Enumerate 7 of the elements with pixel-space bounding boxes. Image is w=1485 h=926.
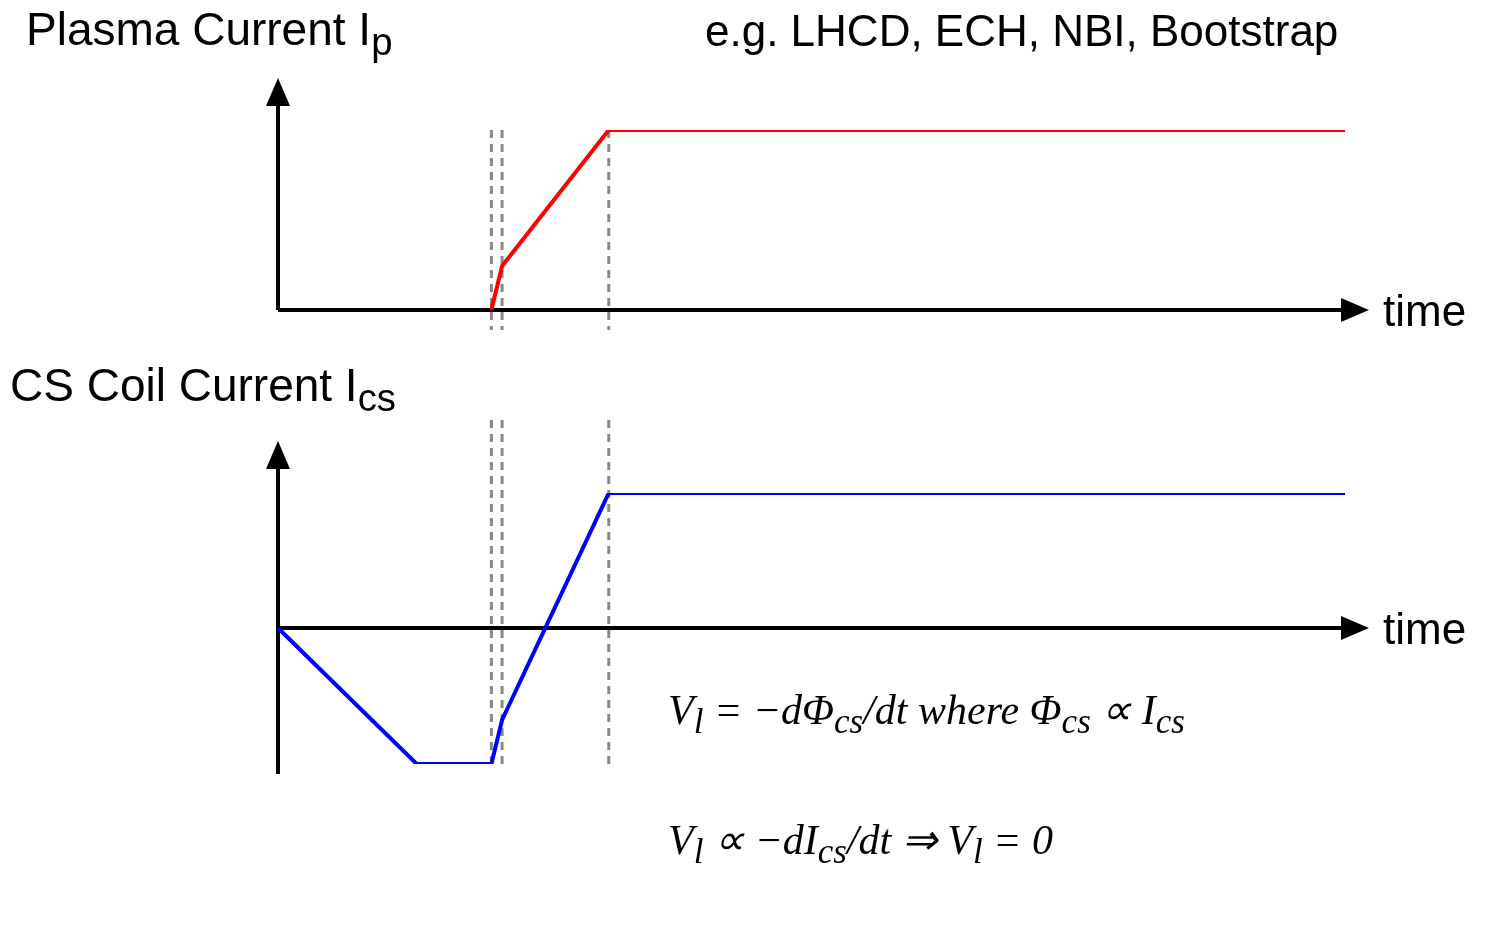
x-axis-title: time bbox=[1383, 286, 1467, 336]
chart-title: Plasma Current I$_{p}$ bbox=[26, 2, 393, 65]
text: e.g. LHCD, ECH, NBI, Bootstrap bbox=[705, 6, 1339, 56]
x-axis-title: time bbox=[1383, 604, 1467, 654]
text: V$_{l}$ ∝ −dI$_{cs}$/dt ⇒ V$_{l}$ = 0 bbox=[668, 816, 1053, 873]
chart-title: CS Coil Current I$_{cs}$ bbox=[10, 358, 396, 421]
annotation: V$_{l}$ = −dΦ$_{cs}$/dt where Φ$_{cs}$ ∝ I$_{cs}$ bbox=[668, 686, 1185, 743]
